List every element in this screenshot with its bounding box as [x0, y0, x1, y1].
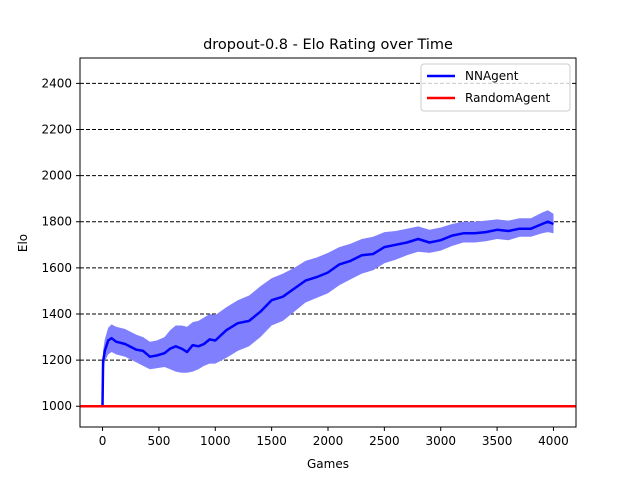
x-axis-label: Games	[307, 457, 349, 471]
y-tick-label-0: 1000	[41, 399, 72, 413]
x-tick-label-0: 0	[99, 434, 107, 448]
y-tick-label-7: 2400	[41, 76, 72, 90]
x-tick-label-8: 4000	[538, 434, 569, 448]
x-tick-label-7: 3500	[482, 434, 513, 448]
x-tick-label-2: 1000	[200, 434, 231, 448]
legend-label-0: NNAgent	[465, 69, 519, 83]
nnagent-line	[101, 220, 554, 407]
y-tick-label-2: 1400	[41, 307, 72, 321]
x-tick-label-4: 2000	[313, 434, 344, 448]
y-axis-ticks: 1000 1200 1400 1600 1800 2000 2200 2400	[41, 76, 80, 413]
x-tick-label-5: 2500	[369, 434, 400, 448]
y-tick-label-5: 2000	[41, 169, 72, 183]
legend-label-1: RandomAgent	[465, 91, 550, 105]
y-tick-label-1: 1200	[41, 353, 72, 367]
nnagent-confidence-band	[102, 210, 554, 407]
x-tick-label-6: 3000	[425, 434, 456, 448]
x-tick-label-1: 500	[147, 434, 170, 448]
y-tick-label-4: 1800	[41, 215, 72, 229]
x-axis-ticks: 0 500 1000 1500 2000 2500 3000 3500 4000	[99, 427, 569, 448]
series-lines	[80, 220, 576, 408]
y-tick-label-3: 1600	[41, 261, 72, 275]
confidence-bands	[102, 210, 554, 407]
x-tick-label-3: 1500	[256, 434, 287, 448]
chart-title: dropout-0.8 - Elo Rating over Time	[203, 37, 453, 53]
legend: NNAgent RandomAgent	[420, 63, 571, 112]
y-axis-label: Elo	[16, 234, 30, 252]
y-tick-label-6: 2200	[41, 122, 72, 136]
legend-box	[420, 63, 571, 112]
